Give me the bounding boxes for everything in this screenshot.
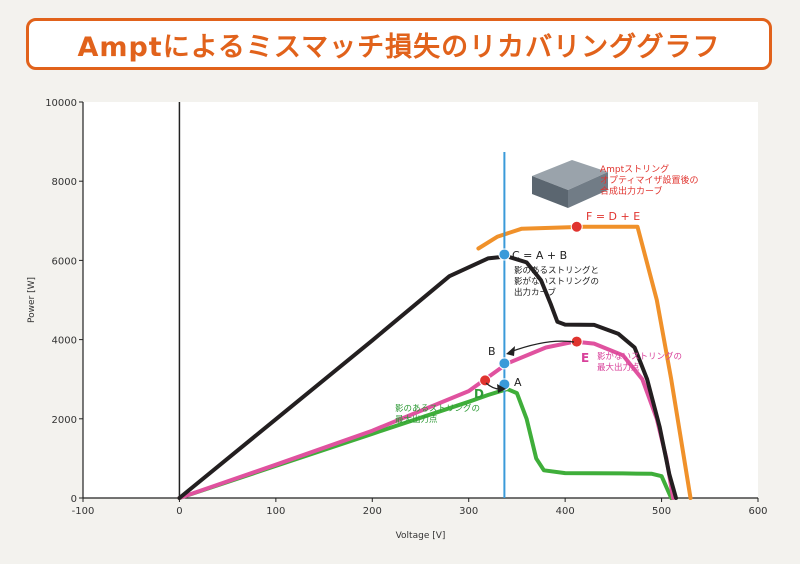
y-tick-label: 8000 <box>52 177 77 188</box>
pink-curve-caption: 影がないストリングの <box>597 351 682 362</box>
arrow-d-to-a-head <box>497 384 506 393</box>
x-tick-label: 600 <box>748 506 767 517</box>
green-curve-caption: 影のあるストリングの <box>395 403 480 414</box>
x-tick-label: 200 <box>363 506 382 517</box>
y-tick-label: 4000 <box>52 336 77 347</box>
orange-curve-caption: 合成出力カーブ <box>600 185 662 197</box>
y-tick-label: 10000 <box>45 98 77 109</box>
c-equation-label: C = A + B <box>512 249 567 262</box>
pv-recovery-chart: -100 0 100 200 300 400 500 60002000400060008000… <box>27 98 768 541</box>
black-curve-caption: 影のあるストリングと <box>514 265 599 276</box>
optimizer-device-image <box>532 160 608 208</box>
orange-curve-caption: Amptストリング <box>600 163 669 175</box>
black-curve-caption: 影がないストリングの <box>514 276 599 287</box>
series-line-orange <box>476 224 693 500</box>
y-tick-label: 6000 <box>52 256 77 267</box>
x-tick-label: 400 <box>556 506 575 517</box>
a-point-label: A <box>514 376 522 389</box>
series-line-black <box>177 254 678 500</box>
marker-B <box>498 357 511 370</box>
marker-F <box>570 220 583 233</box>
arrow-e-to-b-head <box>506 346 515 356</box>
chart-title: Amptによるミスマッチ損失のリカバリンググラフ <box>77 31 721 63</box>
x-tick-label: 300 <box>459 506 478 517</box>
y-tick-label: 0 <box>71 494 77 505</box>
d-point-label: D <box>474 387 484 401</box>
orange-curve-caption: オプティマイザ設置後の <box>600 174 698 186</box>
black-curve-caption: 出力カーブ <box>514 287 556 298</box>
pink-curve-caption: 最大出力点 <box>597 362 640 373</box>
title-banner: Amptによるミスマッチ損失のリカバリンググラフ <box>26 18 772 70</box>
x-tick-label: 0 <box>176 506 182 517</box>
x-tick-label: 500 <box>652 506 671 517</box>
x-axis-label: Voltage [V] <box>396 531 446 541</box>
y-tick-label: 2000 <box>52 415 77 426</box>
f-equation-label: F = D + E <box>586 210 640 223</box>
green-curve-caption: 最大出力点 <box>395 414 438 425</box>
marker-C <box>498 248 511 261</box>
series-line-green <box>177 387 674 500</box>
arrow-e-to-b <box>509 340 575 353</box>
x-tick-label: 100 <box>266 506 285 517</box>
y-axis-label: Power [W] <box>27 277 37 323</box>
x-tick-label: -100 <box>72 506 95 517</box>
marker-D <box>479 374 492 387</box>
b-point-label: B <box>488 345 496 358</box>
e-point-label: E <box>581 351 589 365</box>
